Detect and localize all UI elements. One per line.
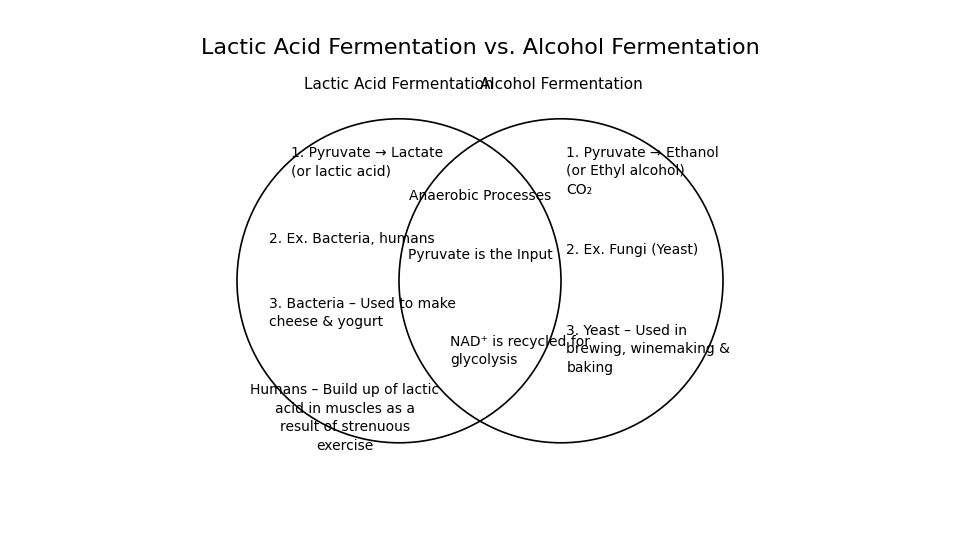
Text: 2. Ex. Fungi (Yeast): 2. Ex. Fungi (Yeast) bbox=[566, 243, 699, 257]
Text: Lactic Acid Fermentation: Lactic Acid Fermentation bbox=[304, 77, 493, 92]
Text: Humans – Build up of lactic
acid in muscles as a
result of strenuous
exercise: Humans – Build up of lactic acid in musc… bbox=[251, 383, 440, 453]
Text: 3. Bacteria – Used to make
cheese & yogurt: 3. Bacteria – Used to make cheese & yogu… bbox=[270, 297, 456, 329]
Text: Alcohol Fermentation: Alcohol Fermentation bbox=[480, 77, 642, 92]
Text: 1. Pyruvate → Ethanol
(or Ethyl alcohol)
CO₂: 1. Pyruvate → Ethanol (or Ethyl alcohol)… bbox=[566, 146, 719, 197]
Text: 3. Yeast – Used in
brewing, winemaking &
baking: 3. Yeast – Used in brewing, winemaking &… bbox=[566, 324, 731, 375]
Text: 1. Pyruvate → Lactate
(or lactic acid): 1. Pyruvate → Lactate (or lactic acid) bbox=[291, 146, 444, 178]
Text: 2. Ex. Bacteria, humans: 2. Ex. Bacteria, humans bbox=[270, 232, 435, 246]
Text: Lactic Acid Fermentation vs. Alcohol Fermentation: Lactic Acid Fermentation vs. Alcohol Fer… bbox=[201, 38, 759, 58]
Text: Pyruvate is the Input: Pyruvate is the Input bbox=[408, 248, 552, 262]
Text: Anaerobic Processes: Anaerobic Processes bbox=[409, 189, 551, 203]
Text: NAD⁺ is recycled for
glycolysis: NAD⁺ is recycled for glycolysis bbox=[450, 335, 590, 367]
